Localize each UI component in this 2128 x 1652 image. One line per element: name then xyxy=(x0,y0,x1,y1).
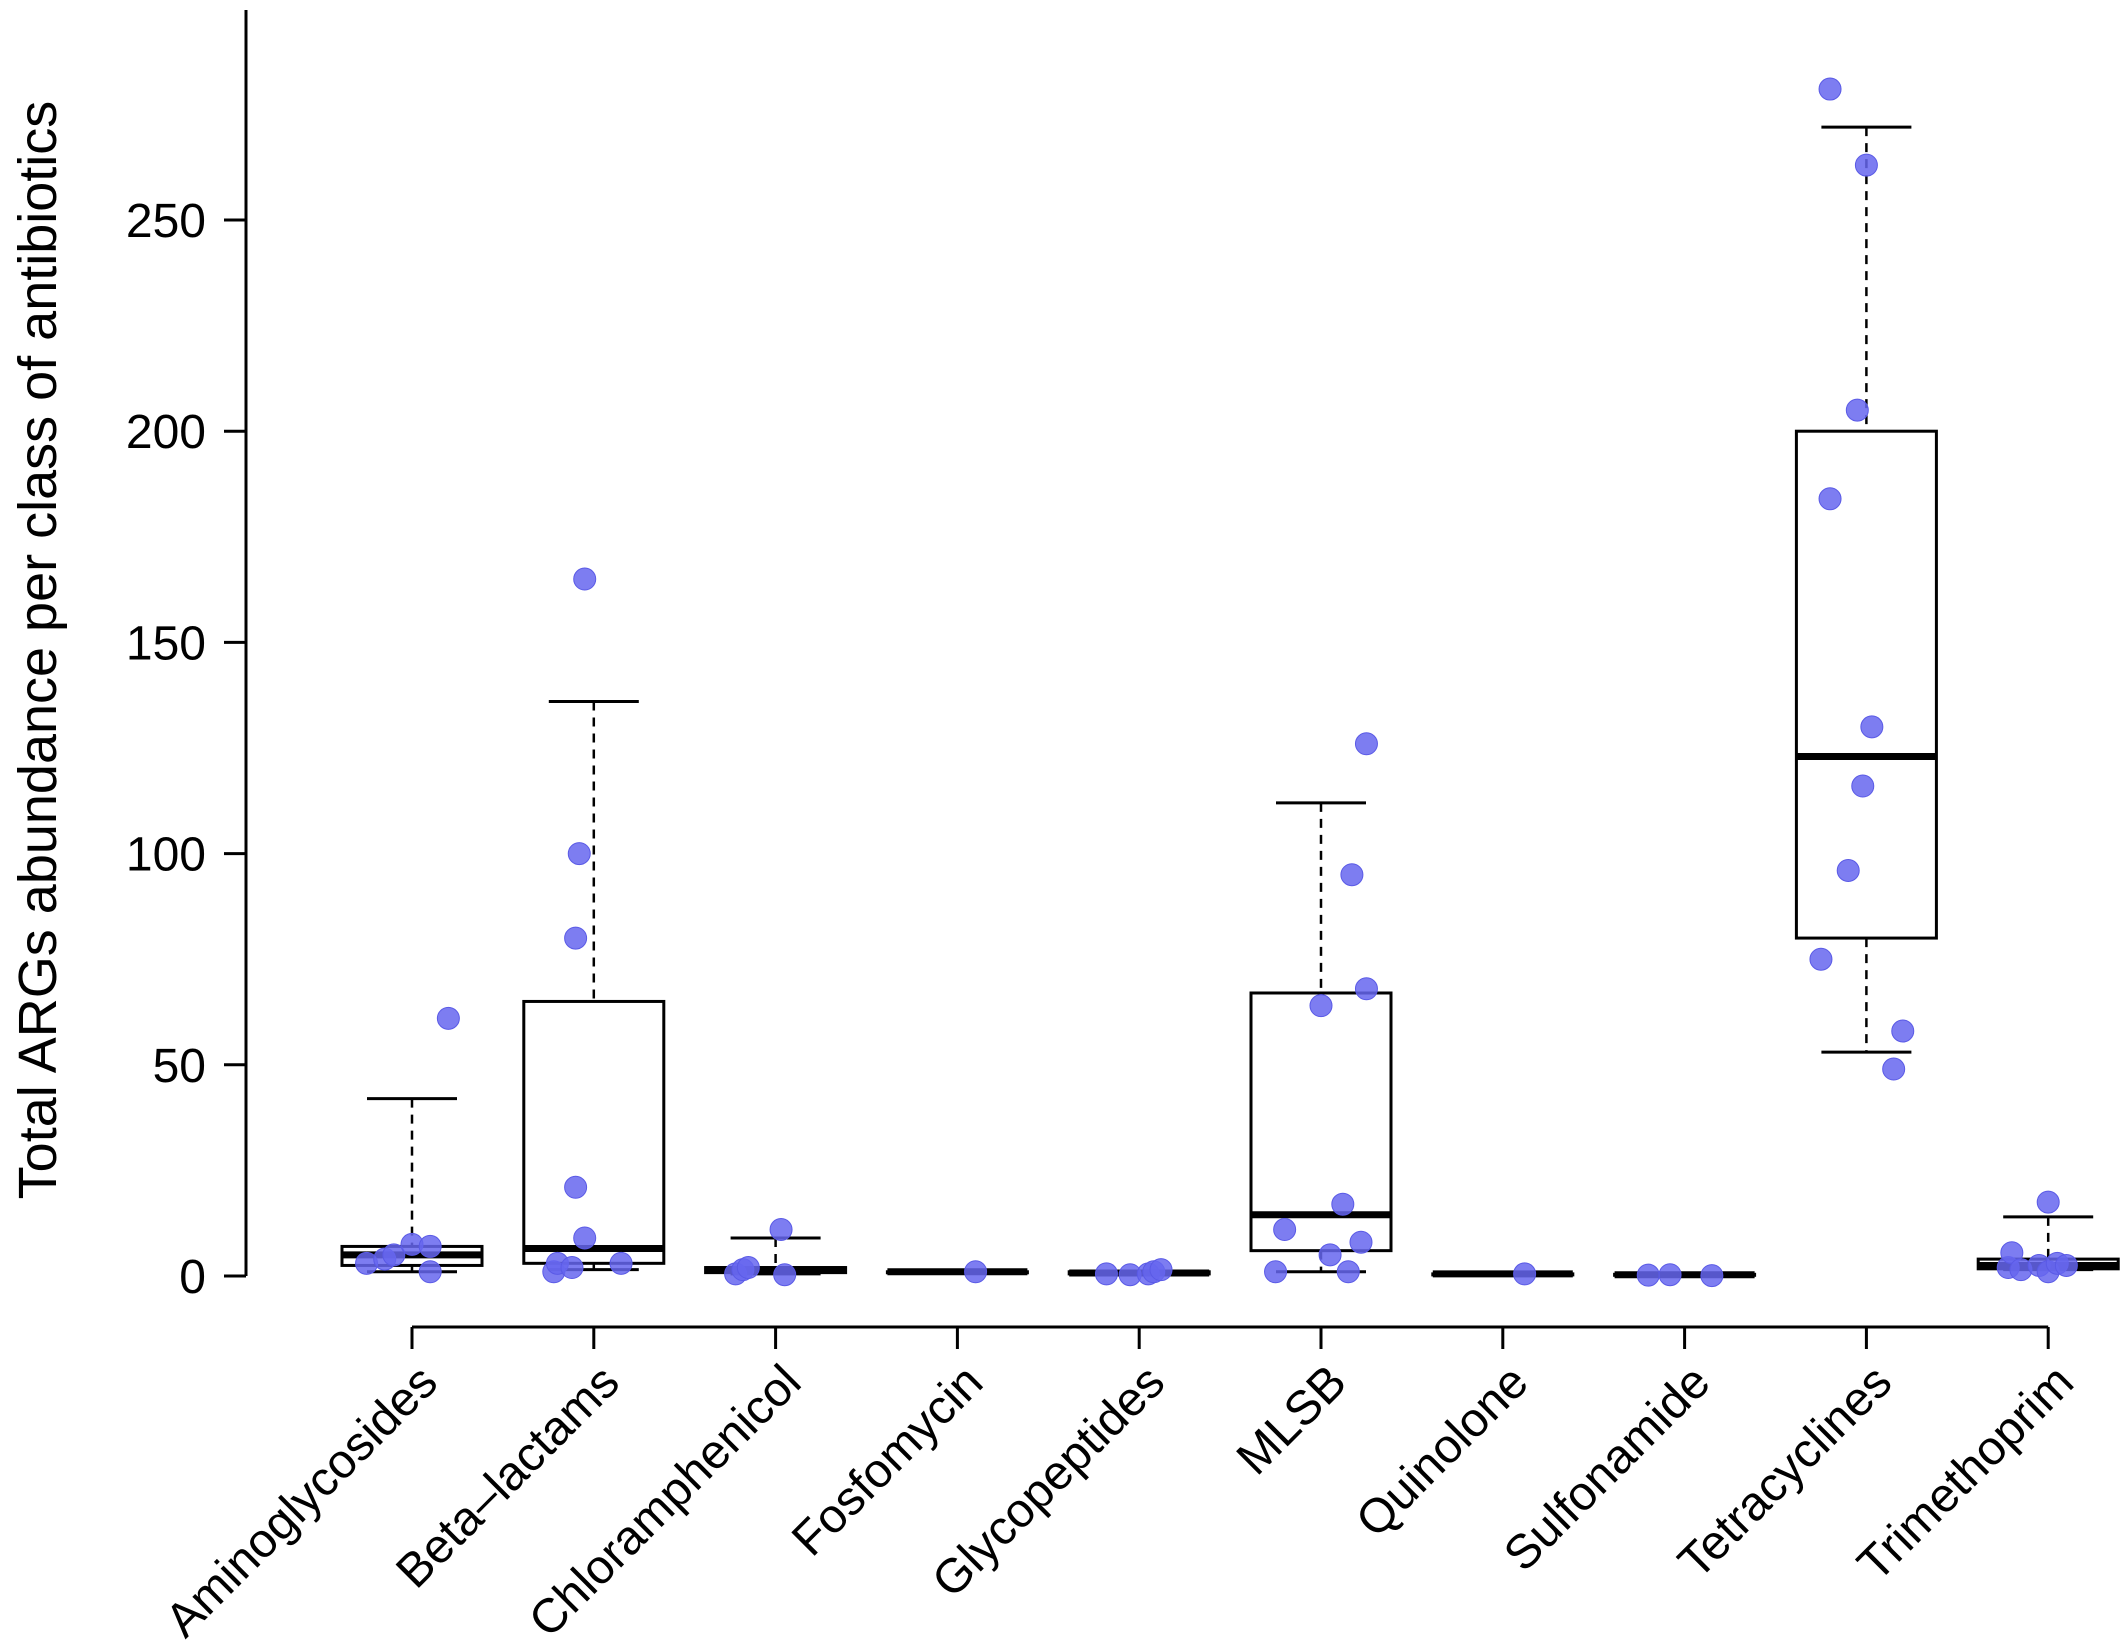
data-point xyxy=(1273,1218,1297,1242)
data-point xyxy=(1340,863,1364,887)
data-point xyxy=(1818,77,1842,101)
y-tick-label: 150 xyxy=(126,617,206,670)
data-point xyxy=(1264,1260,1288,1284)
data-point xyxy=(560,1256,584,1280)
data-point xyxy=(564,926,588,950)
box-4 xyxy=(885,1268,1029,1276)
data-point xyxy=(1891,1019,1915,1043)
y-tick-label: 250 xyxy=(126,195,206,248)
box-iqr xyxy=(1794,429,1938,940)
y-tick-label: 100 xyxy=(126,829,206,882)
data-point xyxy=(1809,947,1833,971)
y-axis-label: Total ARGs abundance per class of antibi… xyxy=(8,101,68,1200)
data-point xyxy=(1354,732,1378,756)
x-tick-label: MLSB xyxy=(1227,1355,1357,1485)
data-point xyxy=(1149,1258,1173,1282)
data-points xyxy=(355,77,2078,1288)
data-point xyxy=(1882,1057,1906,1081)
box-7 xyxy=(1431,1270,1575,1278)
y-tick-label: 200 xyxy=(126,406,206,459)
data-point xyxy=(573,567,597,591)
data-point xyxy=(567,842,591,866)
data-point xyxy=(1318,1243,1342,1267)
y-tick-label: 0 xyxy=(179,1251,206,1304)
data-point xyxy=(1336,1260,1360,1284)
data-point xyxy=(418,1234,442,1258)
data-point xyxy=(2036,1190,2060,1214)
x-tick-label: Aminoglycosides xyxy=(156,1355,448,1647)
data-point xyxy=(573,1226,597,1250)
data-point xyxy=(769,1218,793,1242)
data-point xyxy=(1513,1262,1537,1286)
y-tick-label: 50 xyxy=(153,1040,206,1093)
box-6 xyxy=(1249,801,1393,1274)
data-point xyxy=(736,1256,760,1280)
data-point xyxy=(609,1251,633,1275)
data-point xyxy=(1836,858,1860,882)
x-axis: AminoglycosidesBeta–lactamsChloramphenic… xyxy=(156,1325,2084,1647)
data-point xyxy=(1860,715,1884,739)
data-point xyxy=(1331,1192,1355,1216)
data-point xyxy=(1349,1230,1373,1254)
data-point xyxy=(2054,1253,2078,1277)
data-point xyxy=(1845,398,1869,422)
data-point xyxy=(773,1263,797,1287)
data-point xyxy=(1094,1262,1118,1286)
data-point xyxy=(1658,1263,1682,1287)
data-point xyxy=(1309,994,1333,1018)
data-point xyxy=(1636,1263,1660,1287)
box-iqr xyxy=(522,999,666,1265)
box-8 xyxy=(1613,1271,1757,1279)
data-point xyxy=(436,1006,460,1030)
data-point xyxy=(1818,487,1842,511)
x-tick-label: Quinolone xyxy=(1346,1355,1538,1547)
data-point xyxy=(418,1260,442,1284)
data-point xyxy=(1700,1264,1724,1288)
data-point xyxy=(1851,774,1875,798)
y-axis: 0 50 100 150 200 250 xyxy=(126,195,248,1304)
data-point xyxy=(1854,153,1878,177)
boxes xyxy=(340,125,2120,1279)
data-point xyxy=(964,1260,988,1284)
data-point xyxy=(1354,977,1378,1001)
data-point xyxy=(382,1243,406,1267)
box-9 xyxy=(1794,125,1938,1054)
data-point xyxy=(564,1175,588,1199)
box-2 xyxy=(522,700,666,1272)
